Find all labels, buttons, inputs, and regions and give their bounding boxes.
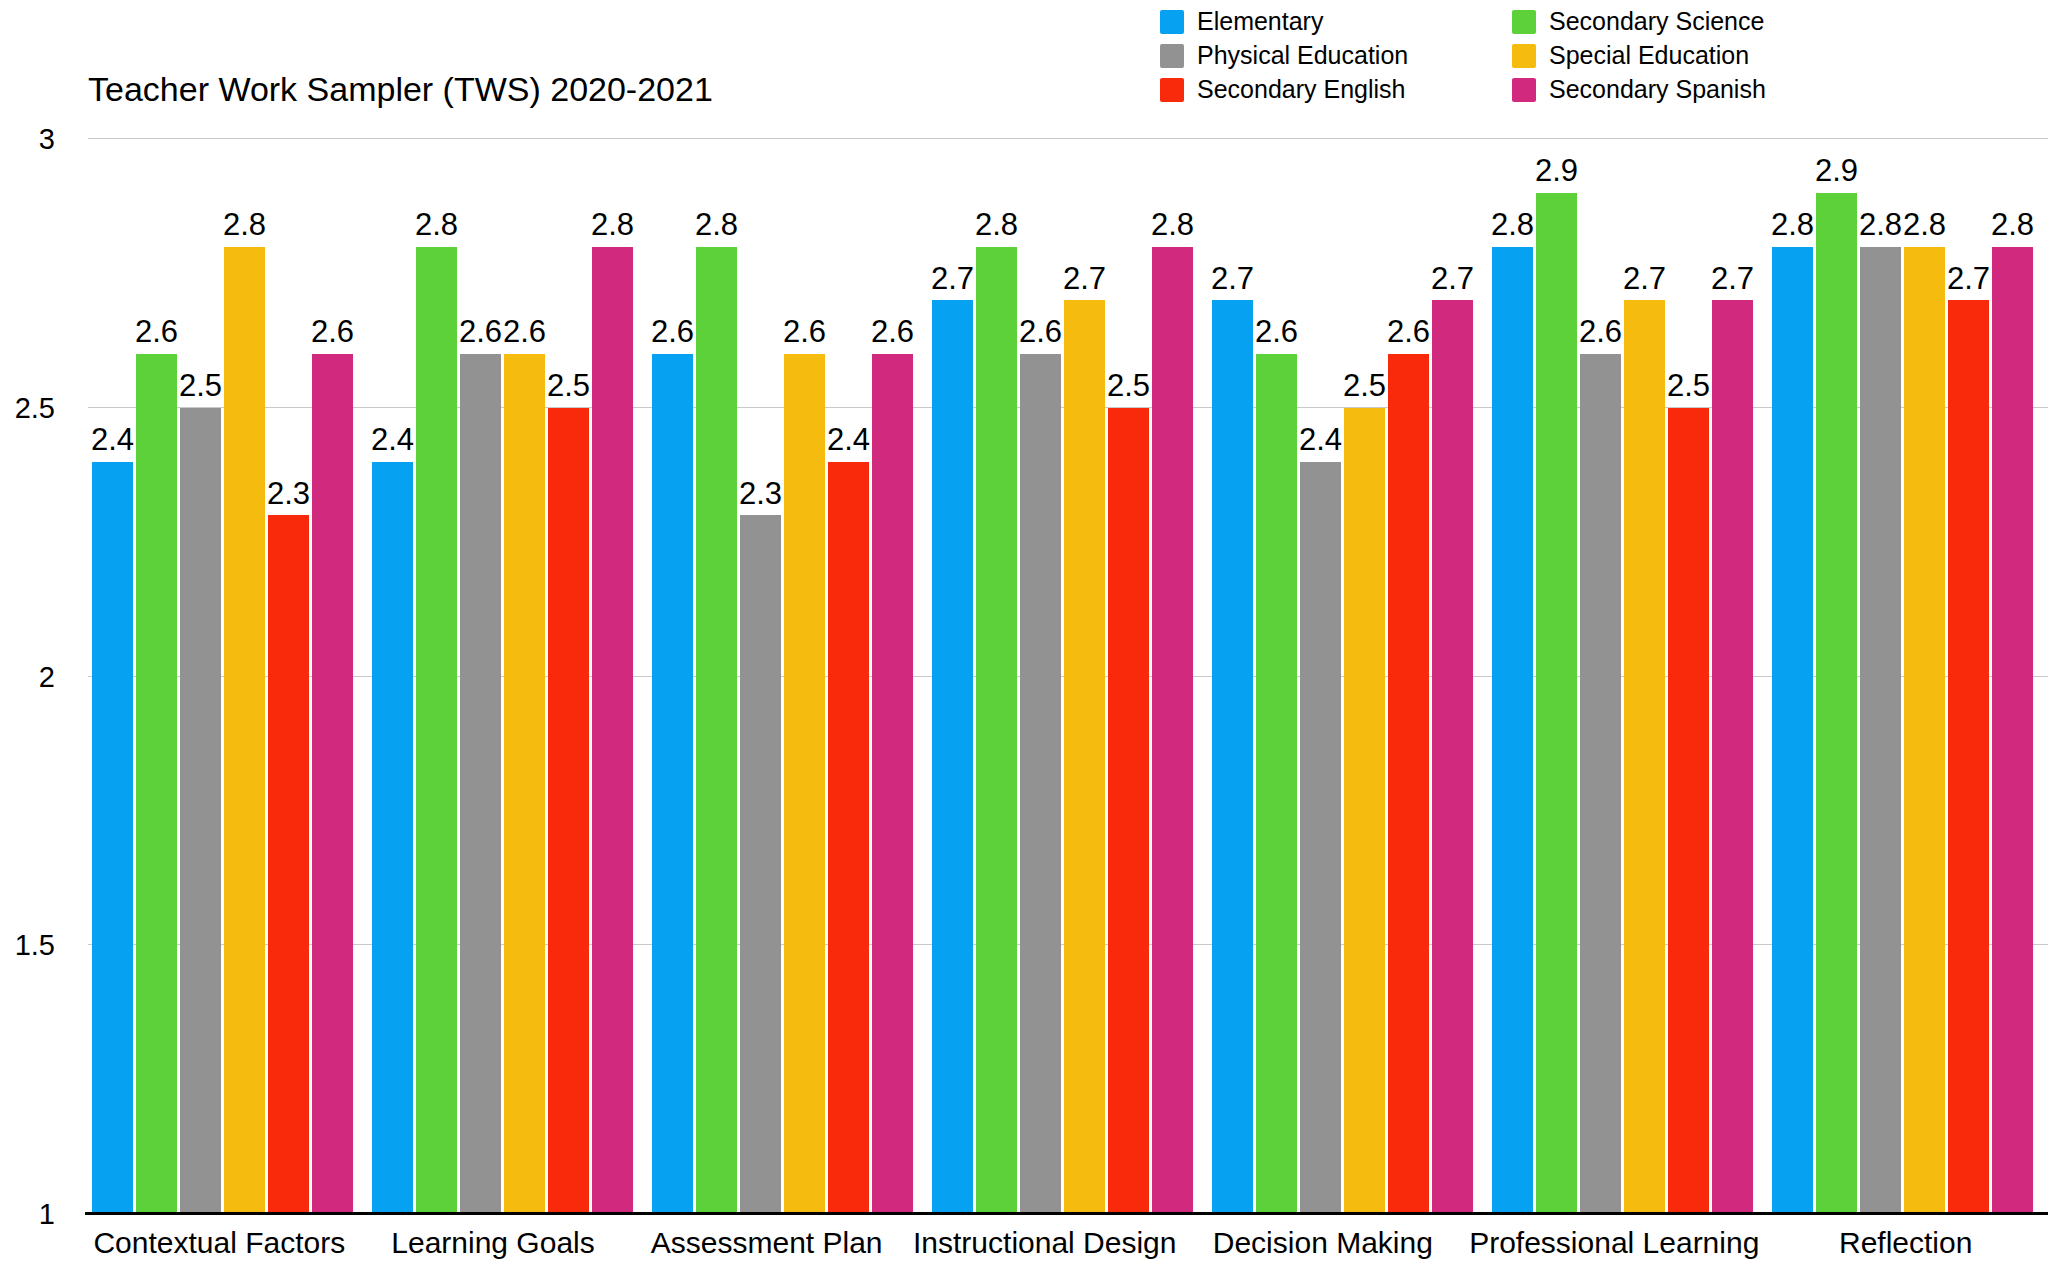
legend-item-elementary: Elementary [1160, 9, 1512, 34]
x-axis-category-label: Assessment Plan [635, 1226, 909, 1260]
y-axis-tick-label: 2.5 [15, 393, 55, 422]
legend-label: Physical Education [1197, 41, 1408, 70]
x-axis-labels: Contextual FactorsLearning GoalsAssessme… [88, 1226, 2048, 1260]
chart-title: Teacher Work Sampler (TWS) 2020-2021 [88, 70, 713, 109]
legend-label: Secondary Science [1549, 7, 1764, 36]
legend-item-special-education: Special Education [1512, 43, 1766, 68]
y-axis-tick-label: 1.5 [15, 931, 55, 960]
legend-item-secondary-science: Secondary Science [1512, 9, 1766, 34]
x-axis-category-label: Reflection [1774, 1226, 2048, 1260]
legend-label: Elementary [1197, 7, 1323, 36]
y-axis-tick-label: 2 [39, 662, 55, 691]
plot-area: 2.42.62.52.82.32.62.42.82.62.62.52.82.62… [88, 139, 2048, 1214]
chart-legend: Elementary Physical Education Secondary En… [1160, 9, 1766, 102]
legend-swatch-icon [1512, 10, 1536, 34]
x-axis-category-label: Decision Making [1191, 1226, 1465, 1260]
legend-label: Secondary Spanish [1549, 75, 1766, 104]
y-axis-tick-label: 1 [39, 1200, 55, 1229]
x-axis-category-label: Professional Learning [1465, 1226, 1774, 1260]
y-axis-tick-label: 3 [39, 125, 55, 154]
legend-item-secondary-english: Secondary English [1160, 77, 1512, 102]
legend-swatch-icon [1512, 44, 1536, 68]
legend-column: Secondary Science Special Education Second… [1512, 9, 1766, 102]
legend-swatch-icon [1160, 44, 1184, 68]
legend-swatch-icon [1512, 78, 1536, 102]
legend-swatch-icon [1160, 78, 1184, 102]
legend-item-secondary-spanish: Secondary Spanish [1512, 77, 1766, 102]
legend-label: Special Education [1549, 41, 1749, 70]
x-axis-category-label: Learning Goals [362, 1226, 636, 1260]
legend-item-physical-education: Physical Education [1160, 43, 1512, 68]
legend-label: Secondary English [1197, 75, 1405, 104]
legend-column: Elementary Physical Education Secondary En… [1160, 9, 1512, 102]
x-axis-category-label: Contextual Factors [88, 1226, 362, 1260]
y-axis-labels: 11.522.53 [88, 139, 2048, 1214]
legend-swatch-icon [1160, 10, 1184, 34]
x-axis-category-label: Instructional Design [909, 1226, 1191, 1260]
